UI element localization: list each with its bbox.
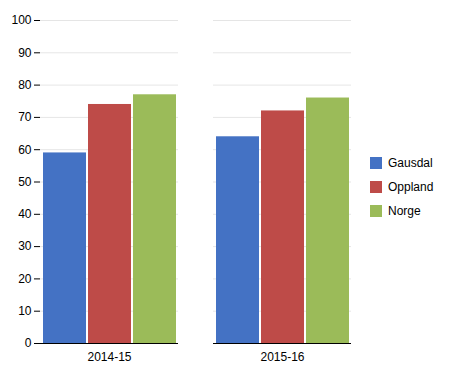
svg-text:50: 50 xyxy=(18,175,32,189)
svg-text:30: 30 xyxy=(18,239,32,253)
svg-text:20: 20 xyxy=(18,272,32,286)
html-text:Gausdal: Gausdal xyxy=(388,155,433,170)
svg-text:0: 0 xyxy=(25,336,32,350)
svg-text:2015-16: 2015-16 xyxy=(260,350,304,364)
svg-text:2014-15: 2014-15 xyxy=(87,350,131,364)
svg-text:100: 100 xyxy=(11,13,31,27)
html-text:Norge: Norge xyxy=(388,203,421,218)
svg-text:70: 70 xyxy=(18,110,32,124)
svg-text:60: 60 xyxy=(18,143,32,157)
svg-text:90: 90 xyxy=(18,46,32,60)
html-text:Oppland: Oppland xyxy=(388,179,434,194)
svg-text:80: 80 xyxy=(18,78,32,92)
svg-text:40: 40 xyxy=(18,207,32,221)
svg-text:10: 10 xyxy=(18,304,32,318)
